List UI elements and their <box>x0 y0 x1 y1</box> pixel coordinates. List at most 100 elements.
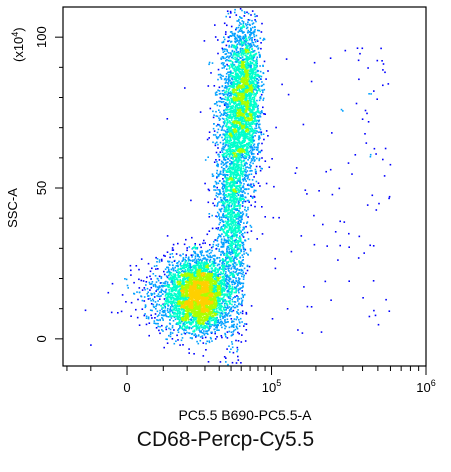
event-point <box>225 275 227 277</box>
event-point <box>189 288 191 290</box>
event-point <box>183 283 186 286</box>
event-point <box>202 355 205 357</box>
event-point <box>198 279 200 282</box>
event-point <box>202 293 204 296</box>
event-point <box>221 90 224 92</box>
event-point <box>211 306 214 308</box>
event-point <box>161 260 163 262</box>
event-point <box>188 306 190 308</box>
event-point <box>239 237 242 239</box>
event-point <box>197 254 199 256</box>
event-point <box>168 327 170 330</box>
event-point <box>183 278 185 281</box>
event-point <box>224 135 226 138</box>
event-point <box>224 120 226 123</box>
event-point <box>209 318 211 320</box>
event-point <box>176 312 178 315</box>
event-point <box>233 212 235 215</box>
event-point <box>207 323 210 325</box>
event-point <box>227 167 230 170</box>
event-point <box>208 328 210 331</box>
event-point <box>232 297 235 299</box>
event-point <box>233 190 235 193</box>
event-point <box>194 296 197 299</box>
event-point <box>180 304 183 306</box>
event-point <box>224 268 226 270</box>
event-point <box>201 288 203 291</box>
event-point <box>236 218 238 220</box>
event-point <box>222 193 225 196</box>
event-point <box>150 283 152 285</box>
event-point <box>234 194 237 197</box>
event-point <box>199 339 202 342</box>
event-point <box>239 244 242 246</box>
event-point <box>226 114 229 116</box>
event-point <box>192 265 194 268</box>
event-point <box>206 268 209 271</box>
event-point <box>222 286 224 289</box>
event-point <box>203 272 205 274</box>
event-point <box>193 276 195 278</box>
event-point <box>209 256 211 259</box>
event-point <box>180 320 183 323</box>
event-point <box>209 283 212 285</box>
event-point <box>204 327 206 330</box>
event-point <box>181 295 183 297</box>
event-point <box>179 281 182 284</box>
event-point <box>231 226 234 228</box>
event-point <box>181 265 183 267</box>
event-point <box>159 295 161 298</box>
event-point <box>204 304 207 307</box>
event-point <box>174 278 177 280</box>
event-point <box>194 317 196 319</box>
event-point <box>177 295 180 298</box>
event-point <box>206 330 209 332</box>
event-point <box>178 294 180 296</box>
event-point <box>219 259 221 262</box>
event-point <box>182 311 185 313</box>
event-point <box>217 300 219 302</box>
event-point <box>218 291 221 294</box>
event-point <box>227 279 230 282</box>
event-point <box>193 282 195 284</box>
event-point <box>225 361 227 363</box>
event-point <box>145 281 148 283</box>
event-point <box>201 251 203 254</box>
event-point <box>206 250 209 253</box>
event-point <box>198 264 200 267</box>
event-point <box>183 281 186 284</box>
event-point <box>186 281 188 284</box>
event-point <box>193 315 195 318</box>
event-point <box>193 280 195 282</box>
event-point <box>205 312 208 315</box>
event-point <box>199 292 202 295</box>
event-point <box>195 329 198 331</box>
event-point <box>188 312 191 314</box>
event-point <box>154 301 157 303</box>
event-point <box>187 316 189 318</box>
event-point <box>216 336 218 338</box>
event-point <box>215 181 218 184</box>
event-point <box>223 206 226 209</box>
event-point <box>208 312 210 314</box>
event-point <box>173 274 176 277</box>
event-point <box>201 302 203 304</box>
event-point <box>215 314 217 316</box>
event-point <box>217 287 220 289</box>
event-point <box>172 269 175 272</box>
event-point <box>251 196 253 198</box>
event-point <box>170 296 172 299</box>
event-point <box>216 327 218 329</box>
event-point <box>159 332 161 335</box>
event-point <box>182 344 184 346</box>
event-point <box>222 213 225 215</box>
event-point <box>160 288 163 291</box>
event-point <box>121 294 124 296</box>
event-point <box>172 315 174 317</box>
event-point <box>190 306 192 308</box>
event-point <box>191 312 193 314</box>
event-point <box>195 247 198 249</box>
event-point <box>192 247 194 249</box>
event-point <box>194 289 197 291</box>
event-point <box>212 290 214 293</box>
